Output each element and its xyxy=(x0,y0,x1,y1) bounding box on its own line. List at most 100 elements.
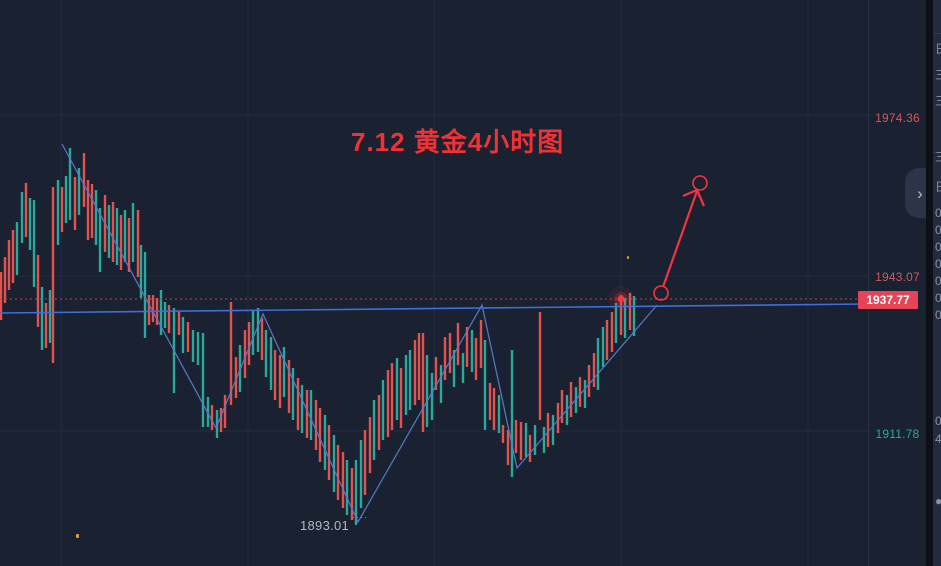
candle xyxy=(143,252,147,338)
candle xyxy=(519,422,523,460)
candle xyxy=(314,400,318,450)
candle xyxy=(551,415,555,445)
candle xyxy=(223,395,227,428)
candle xyxy=(94,190,98,245)
candle xyxy=(323,415,327,470)
candle xyxy=(264,330,268,377)
candle xyxy=(24,183,28,237)
candle xyxy=(151,295,155,322)
trendline-zigzag xyxy=(61,143,658,524)
candle xyxy=(578,377,582,407)
clipped-panel-text: 0 xyxy=(935,240,941,254)
candle xyxy=(368,417,372,473)
candle xyxy=(48,290,52,343)
candle xyxy=(421,333,425,432)
candle xyxy=(610,312,614,352)
panel-separator xyxy=(926,0,933,566)
axis-tick-label: 1974.36 xyxy=(875,111,920,125)
price-chart-canvas[interactable]: 7.12 黄金4小时图 1893.01 ···· xyxy=(0,0,869,566)
right-sidebar-clipped[interactable]: 日三三三日000000004● xyxy=(933,0,941,566)
clipped-panel-text: 0 xyxy=(935,414,941,428)
candle xyxy=(386,370,390,437)
last-price-dot xyxy=(617,295,625,303)
candle xyxy=(363,430,367,495)
clipped-panel-text: 日 xyxy=(935,178,941,195)
candle xyxy=(492,388,496,430)
candle xyxy=(282,347,286,397)
swing-low-price-label: 1893.01 xyxy=(300,518,350,533)
candle xyxy=(399,368,403,428)
candle xyxy=(68,148,72,220)
candle xyxy=(251,310,255,355)
price-axis-border xyxy=(868,0,869,566)
axis-tick-label: 1911.78 xyxy=(875,427,920,441)
candle xyxy=(538,312,542,420)
candle xyxy=(417,333,421,400)
candle xyxy=(82,153,86,207)
clipped-panel-text: 0 xyxy=(935,308,941,322)
candle xyxy=(219,408,223,432)
candlestick-chart xyxy=(0,0,869,566)
candle xyxy=(439,365,443,403)
candle xyxy=(372,400,376,460)
current-price-value: 1937.77 xyxy=(866,293,910,307)
candle xyxy=(413,340,417,405)
candle xyxy=(90,184,94,238)
candle xyxy=(474,338,478,380)
candle xyxy=(434,357,438,390)
candle xyxy=(533,425,537,455)
candle xyxy=(506,430,510,465)
clipped-panel-text: ● xyxy=(935,494,941,508)
candle xyxy=(524,423,528,457)
candle xyxy=(318,408,322,462)
candle xyxy=(390,363,394,430)
candle xyxy=(569,382,573,417)
candle xyxy=(119,215,123,270)
candle xyxy=(542,427,546,453)
candle xyxy=(44,303,48,348)
candle xyxy=(510,350,514,477)
candle xyxy=(181,317,185,353)
support-line xyxy=(0,303,869,314)
candle xyxy=(287,360,291,413)
candle xyxy=(139,245,143,298)
candle xyxy=(147,295,151,325)
projection-arrow-shaft xyxy=(661,190,699,288)
candle xyxy=(234,357,238,398)
candle xyxy=(425,355,429,427)
candle xyxy=(596,338,600,390)
clipped-panel-text: 日 xyxy=(935,40,941,57)
candle xyxy=(123,210,127,262)
candle xyxy=(430,373,434,420)
candle xyxy=(300,385,304,433)
candle xyxy=(587,365,591,397)
clipped-panel-text: 4 xyxy=(935,432,941,446)
candle xyxy=(461,353,465,383)
candle xyxy=(501,425,505,443)
candle xyxy=(497,395,501,433)
clipped-panel-text: 0 xyxy=(935,291,941,305)
candle xyxy=(28,198,32,250)
candle xyxy=(15,222,19,275)
candle xyxy=(350,468,354,520)
swing-low-dots: ···· xyxy=(352,512,368,522)
candle xyxy=(305,390,309,438)
candle xyxy=(560,390,564,423)
candle xyxy=(556,403,560,433)
candle xyxy=(0,272,3,320)
candle xyxy=(443,337,447,380)
candle xyxy=(408,350,412,410)
projection-arrow-head xyxy=(682,188,698,198)
candle xyxy=(98,208,102,272)
candle xyxy=(11,230,15,283)
candle xyxy=(32,200,36,287)
chevron-right-icon: › xyxy=(917,183,923,203)
panel-divider xyxy=(933,152,941,153)
candle xyxy=(127,218,131,272)
clipped-panel-text: 0 xyxy=(935,274,941,288)
candle xyxy=(269,337,273,390)
candle xyxy=(163,302,167,328)
candle xyxy=(377,395,381,450)
candle xyxy=(514,420,518,453)
